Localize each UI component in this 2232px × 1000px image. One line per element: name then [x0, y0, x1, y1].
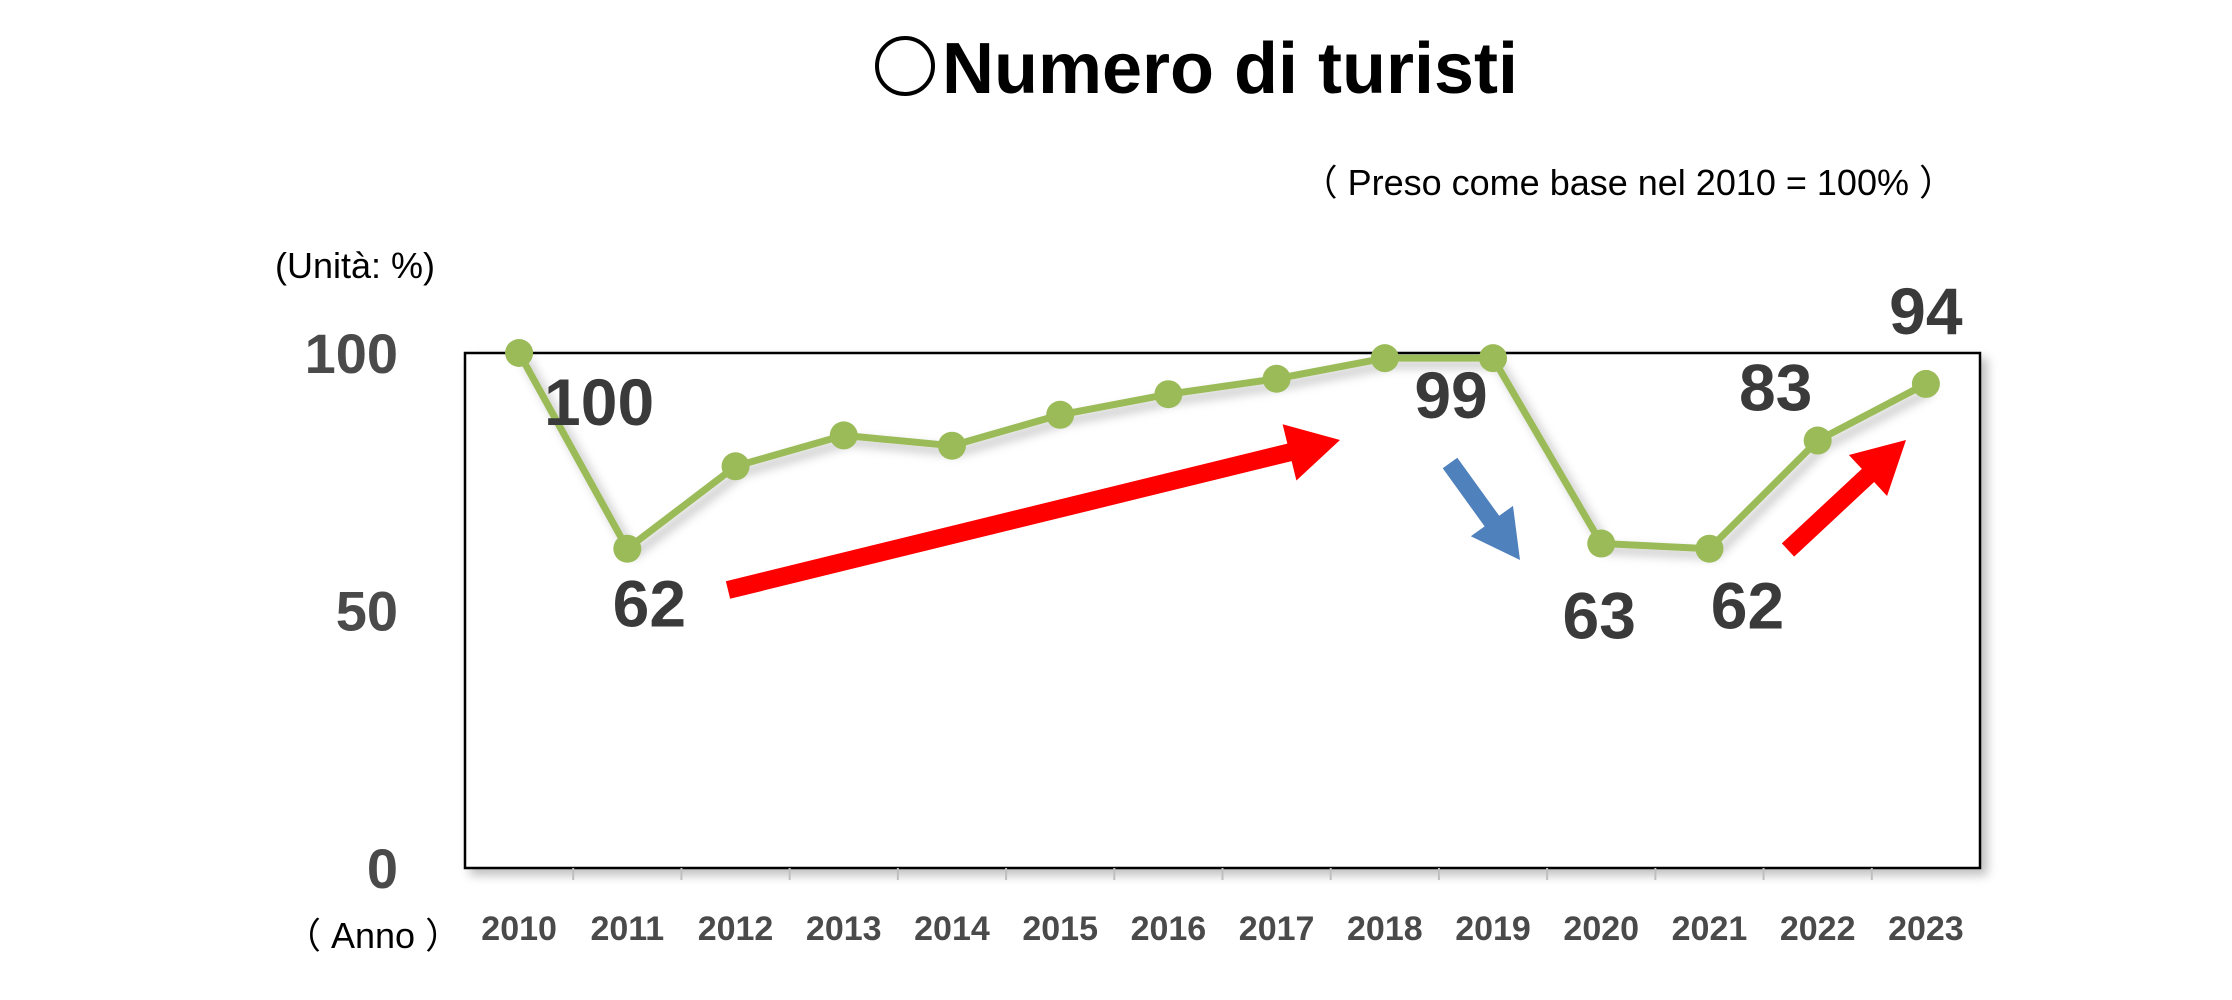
data-point-2013 — [829, 421, 858, 450]
title-circle-icon — [875, 36, 935, 96]
y-tick-labels: 0 50 100 — [305, 322, 398, 900]
y-tick-label-50: 50 — [336, 580, 398, 643]
x-tick-label-2019: 2019 — [1455, 910, 1531, 948]
data-label-2023: 94 — [1889, 274, 1963, 348]
data-label-2011: 62 — [613, 567, 686, 641]
data-point-2018 — [1370, 344, 1399, 373]
x-tick-label-2015: 2015 — [1022, 910, 1098, 948]
data-point-2023 — [1911, 369, 1940, 398]
x-tick-label-2010: 2010 — [481, 910, 557, 948]
x-tick-label-2018: 2018 — [1347, 910, 1423, 948]
x-tick-label-2023: 2023 — [1888, 910, 1964, 948]
trend-arrows — [725, 424, 1906, 599]
x-tick-label-2012: 2012 — [698, 910, 774, 948]
data-point-2017 — [1262, 364, 1291, 393]
data-point-2021 — [1695, 534, 1724, 563]
plot-area — [463, 351, 1982, 870]
chart-subtitle: （ Preso come base nel 2010 = 100% ） — [1302, 162, 1955, 203]
trend-arrow-up-2022-2023 — [1781, 440, 1906, 557]
x-tick-label-2014: 2014 — [914, 910, 990, 948]
data-point-2014 — [937, 431, 966, 460]
data-label-2021: 62 — [1711, 569, 1784, 643]
data-labels: 100 62 99 63 62 83 94 — [544, 274, 1963, 653]
y-tick-label-100: 100 — [305, 322, 398, 385]
y-axis-unit-label: (Unità: %) — [275, 245, 435, 286]
data-point-2016 — [1154, 380, 1183, 409]
data-label-2019: 99 — [1414, 358, 1487, 432]
series-line-group — [516, 351, 1928, 553]
series-line — [516, 351, 1928, 553]
x-tick-label-2020: 2020 — [1563, 910, 1639, 948]
x-tick-label-2017: 2017 — [1239, 910, 1315, 948]
data-label-2020: 63 — [1563, 579, 1636, 653]
data-point-2019 — [1479, 344, 1508, 373]
data-label-2010: 100 — [544, 365, 654, 439]
data-point-2020 — [1587, 529, 1616, 558]
data-point-2015 — [1046, 400, 1075, 429]
trend-arrow-up-2012-2018 — [725, 424, 1340, 599]
x-tick-labels: 2010 2011 2012 2013 2014 2015 2016 2017 2018 2019… — [481, 910, 1963, 948]
x-tick-label-2011: 2011 — [590, 910, 664, 948]
data-point-2022 — [1803, 426, 1832, 455]
x-axis-title: （ Anno ） — [285, 915, 461, 956]
x-tick-label-2022: 2022 — [1780, 910, 1856, 948]
data-label-2022: 83 — [1739, 351, 1812, 425]
x-tick-label-2021: 2021 — [1672, 910, 1748, 948]
data-point-2011 — [613, 534, 642, 563]
data-points — [505, 339, 1940, 563]
x-tick-marks — [572, 868, 1873, 880]
x-tick-label-2016: 2016 — [1131, 910, 1207, 948]
x-tick-label-2013: 2013 — [806, 910, 882, 948]
y-tick-label-0: 0 — [367, 837, 398, 900]
trend-arrow-down-2019-2020 — [1442, 457, 1520, 560]
chart-title: Numero di turisti — [942, 29, 1518, 109]
data-point-2010 — [505, 339, 534, 367]
data-point-2012 — [721, 452, 750, 481]
